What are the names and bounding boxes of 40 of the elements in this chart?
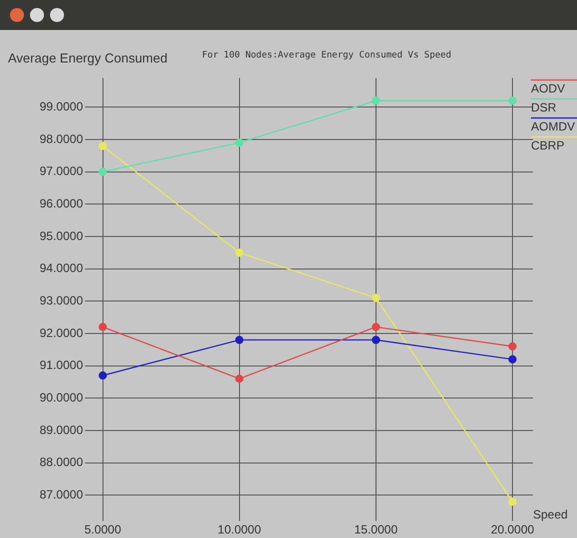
point <box>98 371 107 380</box>
y-tick-label: 96.0000 <box>40 196 84 210</box>
y-tick-label: 95.0000 <box>40 228 84 243</box>
x-tick-label: 10.0000 <box>218 522 262 537</box>
y-tick-label: 89.0000 <box>40 422 84 437</box>
y-tick-label: 91.0000 <box>40 358 84 372</box>
x-axis-title: Speed <box>533 507 568 522</box>
point <box>235 374 244 383</box>
point <box>372 96 380 105</box>
point <box>98 142 107 150</box>
y-tick-label: 92.0000 <box>40 326 84 340</box>
point <box>372 294 380 302</box>
legend-label: CBRP <box>531 138 564 152</box>
point <box>235 248 244 257</box>
point <box>235 138 244 147</box>
point <box>372 336 380 344</box>
y-tick-label: 93.0000 <box>40 293 84 308</box>
y-tick-label: 97.0000 <box>40 164 84 178</box>
x-tick-label: 20.0000 <box>490 522 535 537</box>
y-tick-label: 90.0000 <box>40 390 84 404</box>
point <box>508 498 517 506</box>
legend-label: DSR <box>531 100 557 114</box>
y-tick-label: 87.0000 <box>40 487 84 502</box>
y-axis-title: Average Energy Consumed <box>8 50 168 66</box>
legend-label: AOMDV <box>531 119 576 134</box>
x-tick-label: 15.0000 <box>354 522 398 537</box>
y-tick-label: 98.0000 <box>40 132 84 146</box>
point <box>508 342 517 350</box>
y-tick-label: 88.0000 <box>40 455 84 470</box>
y-tick-label: 99.0000 <box>40 99 84 114</box>
point <box>98 168 107 176</box>
chart-title: For 100 Nodes:Average Energy Consumed Vs Speed <box>202 50 452 60</box>
y-tick-label: 94.0000 <box>40 261 84 276</box>
point <box>235 336 244 344</box>
point <box>372 322 380 332</box>
point <box>508 96 517 105</box>
x-tick-label: 5.0000 <box>84 522 122 537</box>
point <box>508 355 517 364</box>
point <box>98 322 107 332</box>
legend-label: AODV <box>531 81 566 96</box>
